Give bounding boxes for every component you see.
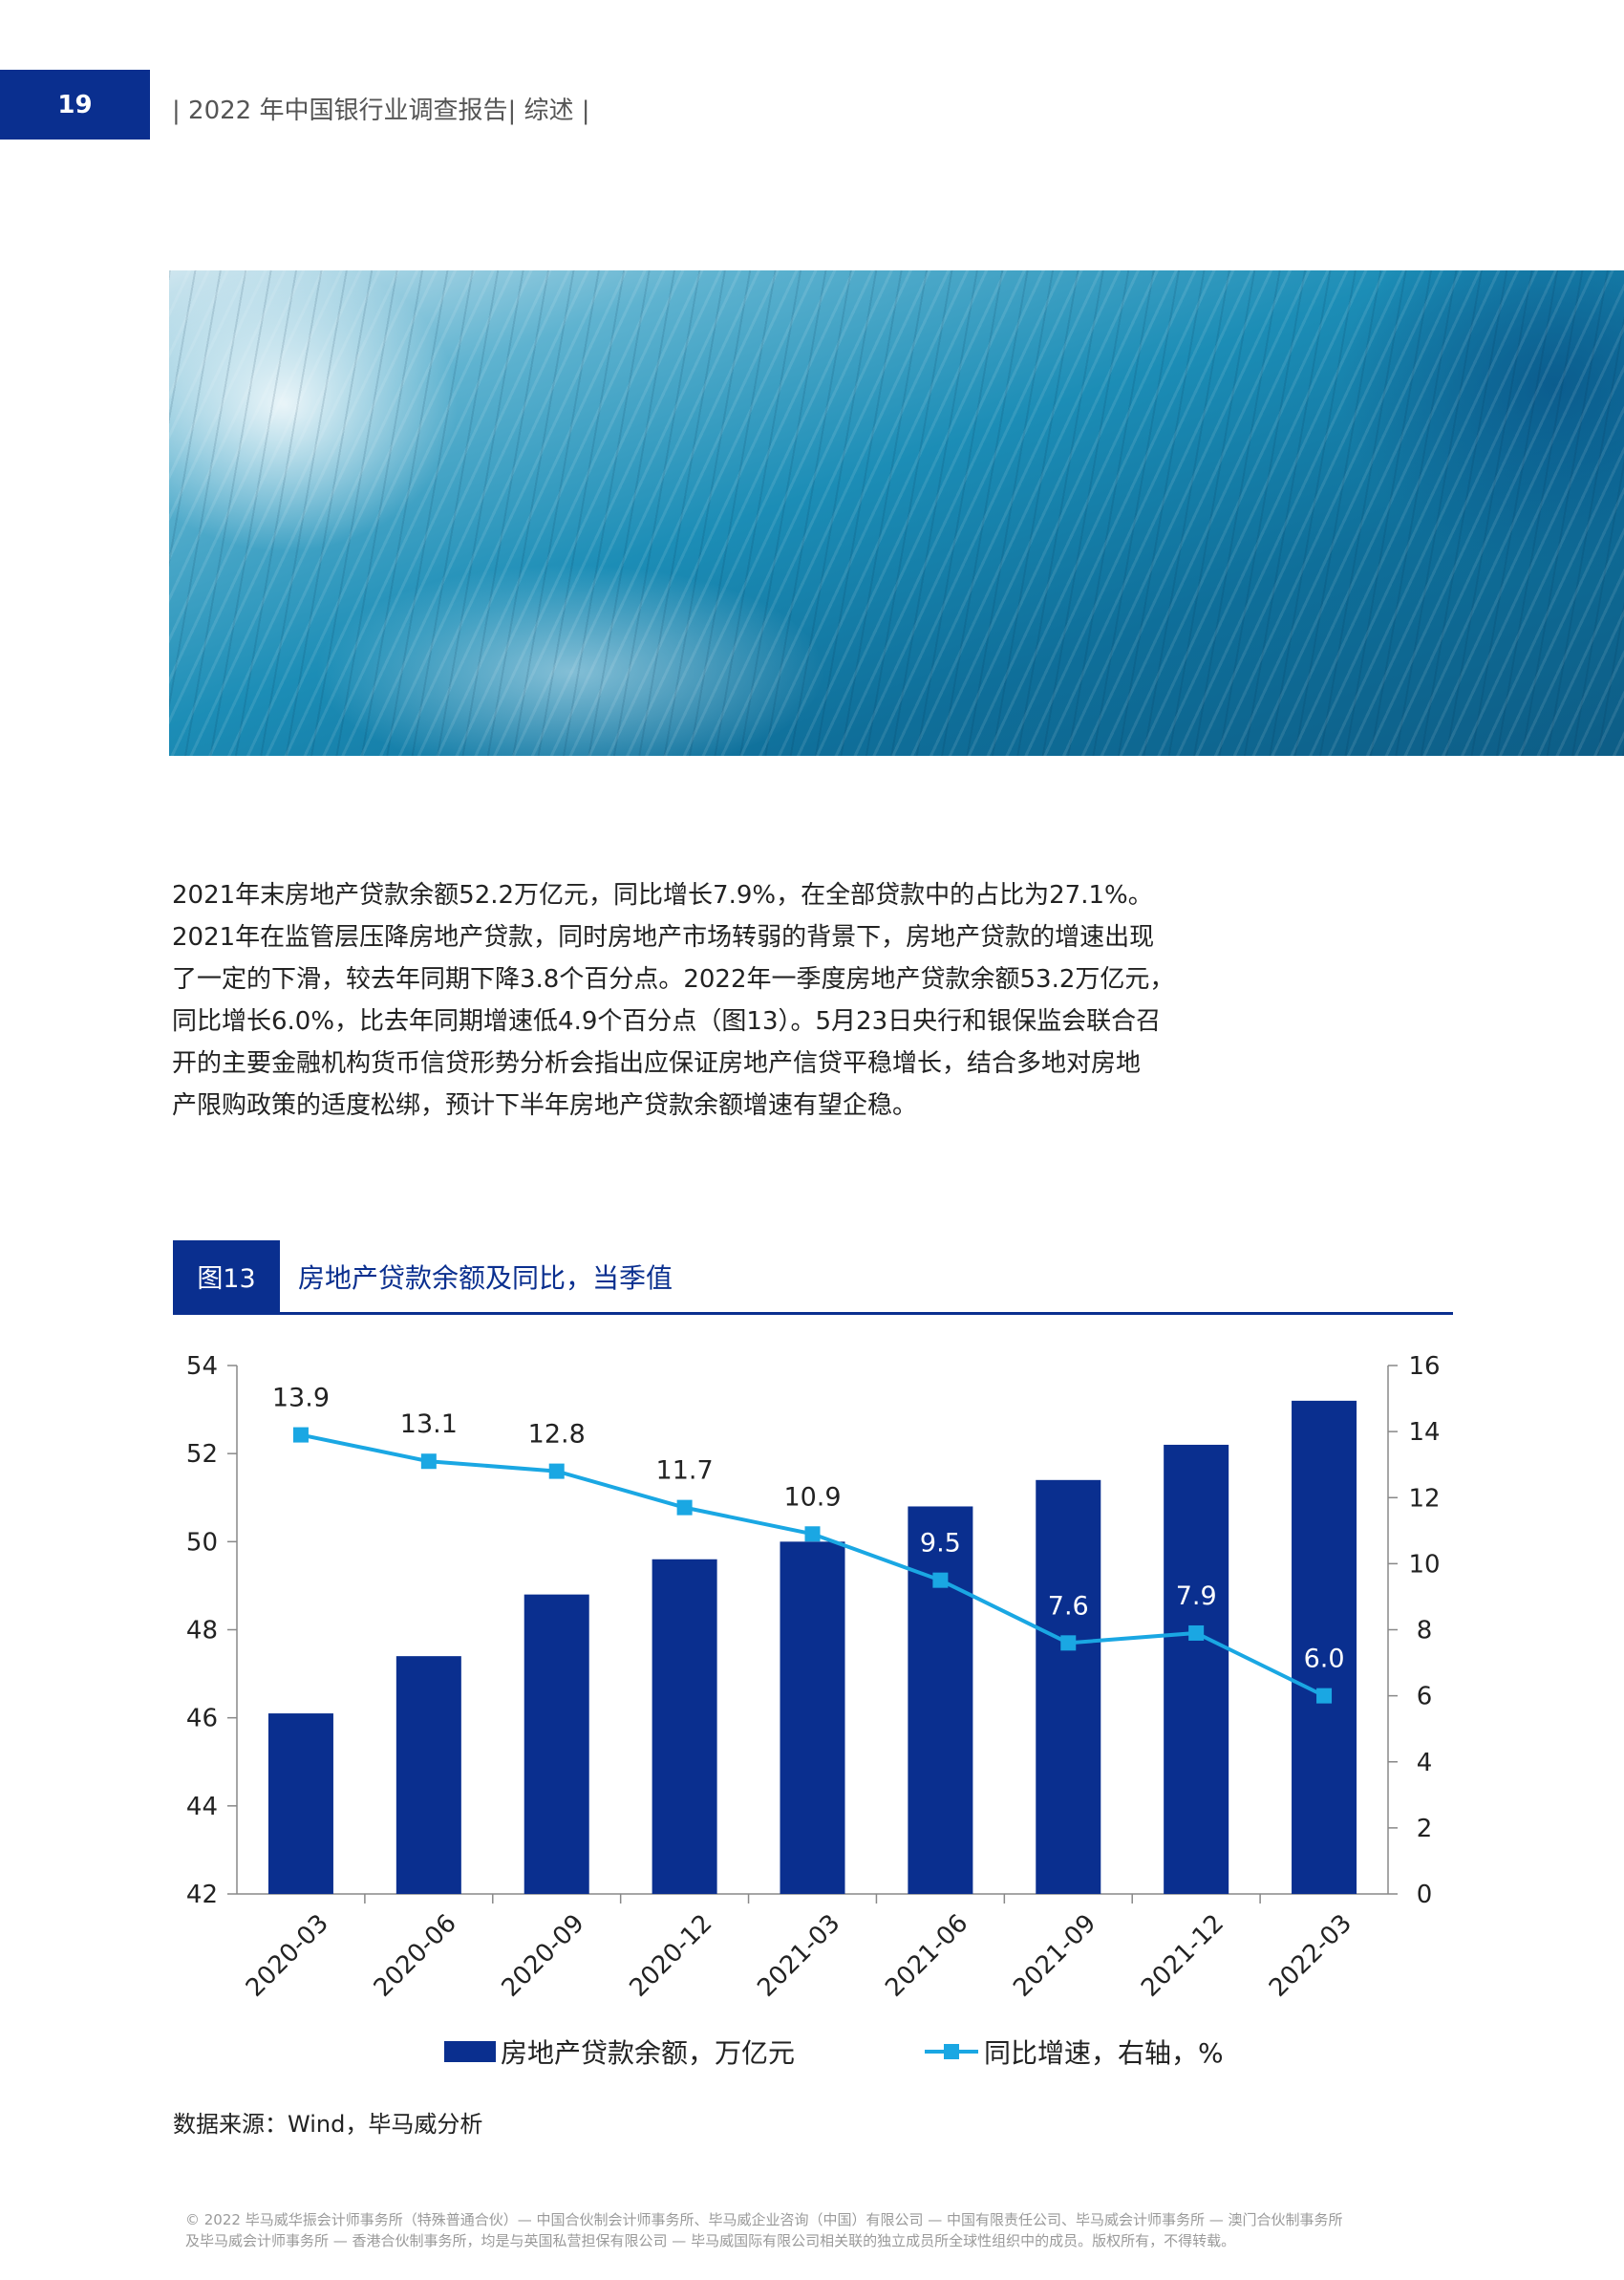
right-tick-label: 12 xyxy=(1408,1484,1440,1513)
bar-loan-balance xyxy=(395,1656,461,1894)
growth-rate-data-label: 7.6 xyxy=(1048,1591,1089,1621)
left-tick-label: 54 xyxy=(186,1352,218,1381)
x-tick-label: 2021-06 xyxy=(880,1909,973,2003)
right-tick-label: 4 xyxy=(1417,1749,1433,1777)
figure-source: 数据来源：Wind，毕马威分析 xyxy=(173,2111,483,2138)
growth-rate-data-label: 12.8 xyxy=(528,1420,586,1450)
body-line: 2021年末房地产贷款余额52.2万亿元，同比增长7.9%，在全部贷款中的占比为… xyxy=(172,881,1153,910)
body-paragraph: 2021年末房地产贷款余额52.2万亿元，同比增长7.9%，在全部贷款中的占比为… xyxy=(172,874,1242,1127)
left-tick-label: 48 xyxy=(186,1617,218,1645)
page-number: 19 xyxy=(57,90,93,119)
growth-rate-point xyxy=(1188,1624,1205,1641)
right-tick-label: 10 xyxy=(1408,1550,1440,1579)
bar-loan-balance xyxy=(1036,1479,1101,1894)
bar-loan-balance xyxy=(1292,1400,1357,1894)
growth-rate-point xyxy=(420,1453,437,1470)
running-header: | 2022 年中国银行业调查报告| 综述 | xyxy=(172,97,590,125)
bar-loan-balance xyxy=(267,1713,333,1894)
bar-loan-balance xyxy=(652,1559,717,1894)
growth-rate-point xyxy=(548,1463,565,1479)
growth-rate-point xyxy=(804,1526,821,1542)
growth-rate-data-label: 9.5 xyxy=(920,1529,961,1559)
bar-loan-balance xyxy=(780,1541,845,1894)
right-tick-label: 6 xyxy=(1417,1683,1433,1711)
legend-line-marker xyxy=(944,2044,959,2059)
footer-copyright: © 2022 毕马威华振会计师事务所（特殊普通合伙）— 中国合伙制会计师事务所、… xyxy=(185,2209,1456,2251)
figure-header: 图13 房地产贷款余额及同比，当季值 xyxy=(173,1240,1453,1315)
bar-loan-balance xyxy=(908,1506,973,1894)
legend-bar-label: 房地产贷款余额，万亿元 xyxy=(501,2037,795,2069)
right-tick-label: 16 xyxy=(1408,1352,1440,1381)
figure-title: 房地产贷款余额及同比，当季值 xyxy=(298,1261,673,1294)
right-tick-label: 14 xyxy=(1408,1418,1440,1447)
x-tick-label: 2020-03 xyxy=(241,1909,334,2003)
body-line: 2021年在监管层压降房地产贷款，同时房地产市场转弱的背景下，房地产贷款的增速出… xyxy=(172,923,1155,952)
growth-rate-point xyxy=(932,1572,949,1588)
figure-number: 图13 xyxy=(173,1240,280,1312)
body-line: 同比增长6.0%，比去年同期增速低4.9个百分点（图13）。5月23日央行和银保… xyxy=(172,1007,1162,1036)
x-tick-label: 2020-06 xyxy=(369,1909,462,2003)
bar-loan-balance xyxy=(1164,1444,1229,1894)
body-line: 了一定的下滑，较去年同期下降3.8个百分点。2022年一季度房地产贷款余额53.… xyxy=(172,965,1175,994)
growth-rate-data-label: 10.9 xyxy=(783,1482,841,1512)
left-tick-label: 46 xyxy=(186,1705,218,1733)
footer-line: © 2022 毕马威华振会计师事务所（特殊普通合伙）— 中国合伙制会计师事务所、… xyxy=(185,2211,1343,2228)
growth-rate-point xyxy=(1060,1635,1077,1651)
right-tick-label: 2 xyxy=(1417,1815,1433,1843)
x-tick-label: 2020-12 xyxy=(625,1909,718,2003)
body-line: 开的主要金融机构货币信贷形势分析会指出应保证房地产信贷平稳增长，结合多地对房地 xyxy=(172,1049,1142,1078)
x-tick-label: 2021-09 xyxy=(1008,1909,1101,2003)
left-tick-label: 52 xyxy=(186,1440,218,1469)
left-tick-label: 50 xyxy=(186,1528,218,1557)
legend-bar-swatch xyxy=(444,2041,496,2062)
growth-rate-point xyxy=(292,1427,309,1443)
growth-rate-data-label: 11.7 xyxy=(656,1456,714,1486)
right-tick-label: 0 xyxy=(1417,1881,1433,1909)
growth-rate-point xyxy=(1316,1688,1333,1704)
left-tick-label: 42 xyxy=(186,1881,218,1909)
footer-line: 及毕马威会计师事务所 — 香港合伙制事务所，均是与英国私营担保有限公司 — 毕马… xyxy=(185,2232,1236,2249)
growth-rate-point xyxy=(676,1499,693,1516)
growth-rate-data-label: 6.0 xyxy=(1304,1645,1345,1674)
right-tick-label: 8 xyxy=(1417,1617,1433,1645)
left-tick-label: 44 xyxy=(186,1793,218,1821)
legend-line-label: 同比增速，右轴，% xyxy=(984,2037,1224,2069)
x-tick-label: 2021-03 xyxy=(752,1909,845,2003)
bar-loan-balance xyxy=(524,1594,589,1894)
x-tick-label: 2020-09 xyxy=(497,1909,590,2003)
x-tick-label: 2021-12 xyxy=(1136,1909,1229,2003)
ocean-wave-photo xyxy=(169,270,1624,756)
body-line: 产限购政策的适度松绑，预计下半年房地产贷款余额增速有望企稳。 xyxy=(172,1091,918,1120)
growth-rate-data-label: 13.9 xyxy=(272,1384,330,1413)
page-number-badge: 19 xyxy=(0,70,150,140)
x-tick-label: 2022-03 xyxy=(1264,1909,1357,2003)
growth-rate-data-label: 13.1 xyxy=(400,1409,458,1439)
growth-rate-data-label: 7.9 xyxy=(1176,1581,1217,1611)
